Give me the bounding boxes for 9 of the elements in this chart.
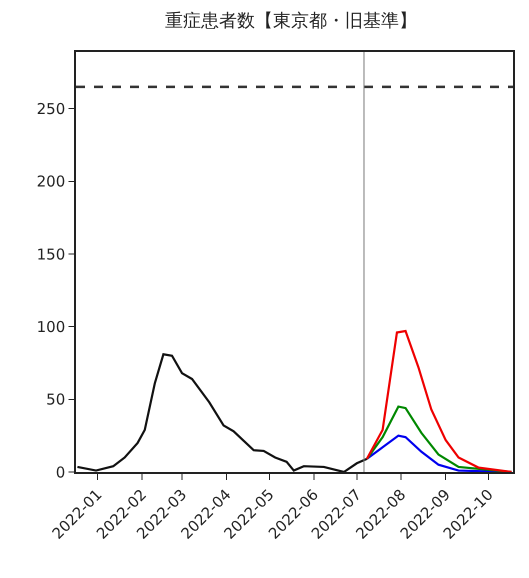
- y-tick-label: 0: [56, 463, 66, 482]
- y-tick-label: 250: [36, 100, 66, 118]
- y-tick-label: 50: [46, 390, 66, 409]
- line-series: [366, 330, 513, 472]
- chart-title: 重症患者数【東京都・旧基準】: [164, 10, 417, 32]
- line-series: [76, 353, 368, 472]
- y-tick-label: 100: [36, 318, 66, 336]
- y-tick-label: 200: [36, 172, 66, 191]
- y-tick-label: 150: [36, 245, 66, 264]
